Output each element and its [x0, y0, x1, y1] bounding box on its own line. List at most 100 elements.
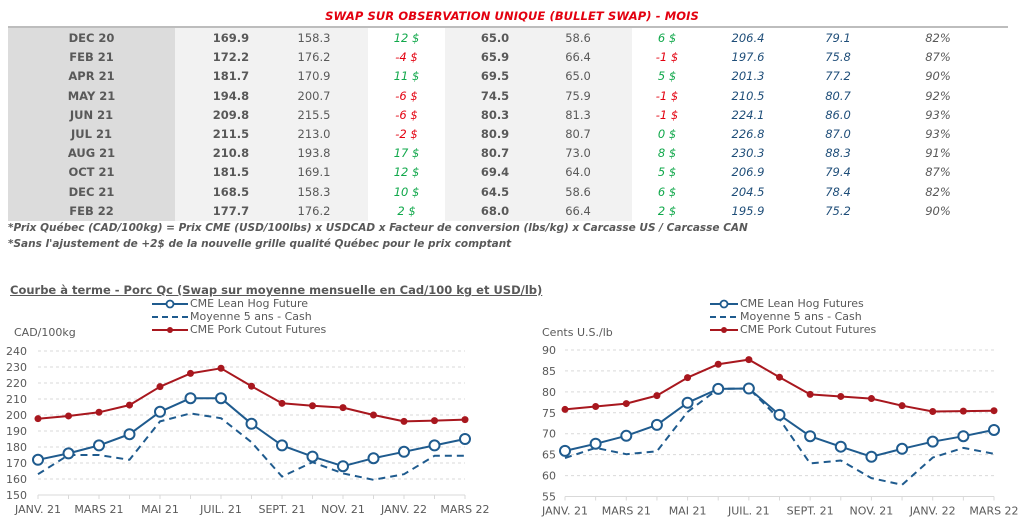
legend-line-filled-dot-icon [152, 327, 188, 333]
cell-c3: 17 $ [393, 146, 420, 161]
data-point-cutout [561, 405, 569, 413]
cell-c2: 170.9 [297, 69, 331, 84]
data-point-lean-hog [834, 440, 847, 453]
cell-c2: 213.0 [297, 127, 331, 141]
data-point-cutout [95, 408, 103, 416]
x-tick-label: NOV. 21 [850, 505, 894, 518]
y-tick-label: 220 [6, 377, 27, 390]
legend-item-cutout: CME Pork Cutout Futures [150, 323, 326, 336]
cell-c5: 80.7 [565, 127, 591, 141]
legend-dashed-line-icon [710, 316, 738, 318]
y-tick-label: 60 [542, 470, 556, 483]
cell-c8: 87.0 [825, 127, 851, 141]
cell-c5: 64.0 [565, 165, 591, 180]
cell-c9: 82% [925, 184, 951, 199]
data-point-lean-hog [398, 445, 410, 458]
usd-column-bg [445, 28, 632, 221]
cell-c3: 2 $ [397, 203, 416, 218]
data-point-lean-hog [32, 453, 44, 466]
data-point-lean-hog [712, 382, 725, 395]
cell-c5: 65.0 [565, 69, 591, 84]
data-point-cutout [745, 356, 753, 364]
data-point-lean-hog [650, 418, 663, 431]
cell-c3: 11 $ [393, 69, 420, 84]
cell-c7: 210.5 [731, 88, 765, 103]
y-tick-label: 200 [6, 409, 27, 422]
cell-c9: 91% [925, 146, 951, 161]
data-point-cutout [65, 412, 72, 420]
legend-item-cutout: CME Pork Cutout Futures [708, 323, 876, 336]
cell-c9: 93% [925, 107, 951, 122]
data-point-cutout [929, 408, 937, 416]
cell-c9: 90% [925, 203, 951, 218]
cell-month: AUG 21 [67, 146, 116, 161]
table-row: JUL 21 211.5 213.0 -2 $ 80.9 80.7 0 $ 226.8 87.0… [8, 125, 1008, 144]
data-point-cutout [187, 369, 194, 377]
legend-label: CME Pork Cutout Futures [740, 323, 877, 336]
chart1-plot: 150 160 170 180 190 200 210 220 230 240 JANV. 21 MA… [6, 345, 490, 516]
cell-c3: -4 $ [395, 50, 418, 65]
cell-c3: -6 $ [395, 107, 418, 122]
x-tick-label: MAI 21 [669, 505, 707, 518]
cell-month: JUN 21 [69, 107, 114, 122]
cell-c8: 79.4 [825, 165, 851, 180]
cell-c1: 209.8 [212, 107, 250, 122]
data-point-lean-hog [184, 392, 197, 405]
data-point-lean-hog [215, 392, 227, 405]
data-point-lean-hog [589, 437, 602, 450]
data-point-cutout [156, 383, 164, 391]
cell-c2: 169.1 [297, 165, 331, 180]
cell-c2: 200.7 [297, 88, 331, 103]
x-tick-label: JUIL. 21 [199, 503, 242, 516]
data-point-cutout [34, 415, 42, 423]
legend-line-open-circle-icon [152, 299, 188, 309]
chart2-y-unit: Cents U.S./lb [542, 326, 613, 339]
cell-c4: 74.5 [480, 88, 510, 103]
cell-c1: 181.5 [212, 165, 250, 180]
series-line-1 [37, 412, 465, 481]
cell-c4: 80.9 [480, 127, 510, 141]
cell-c1: 210.8 [212, 146, 250, 161]
y-tick-label: 65 [542, 449, 556, 462]
cell-c4: 65.0 [480, 31, 510, 45]
y-tick-label: 190 [6, 425, 27, 438]
cell-c7: 197.6 [731, 50, 765, 65]
cell-c5: 58.6 [565, 184, 591, 199]
cell-c8: 75.8 [825, 50, 851, 65]
cell-month: OCT 21 [68, 165, 115, 180]
data-point-lean-hog [865, 450, 878, 463]
table-title: SWAP SUR OBSERVATION UNIQUE (BULLET SWAP… [325, 9, 699, 23]
y-tick-label: 150 [6, 489, 27, 502]
data-point-lean-hog [957, 430, 970, 443]
y-tick-label: 80 [542, 386, 556, 399]
cell-c6: 8 $ [657, 146, 677, 161]
table-row: OCT 21 181.5 169.1 12 $ 69.4 64.0 5 $ 206.9 79.4… [8, 163, 1008, 182]
data-point-lean-hog [773, 408, 786, 421]
chart1-legend: CME Lean Hog Future Moyenne 5 ans - Cash… [150, 297, 326, 336]
cell-c4: 80.3 [480, 107, 510, 122]
data-point-cutout [309, 402, 316, 410]
cell-c3: 10 $ [393, 184, 420, 199]
data-point-cutout [959, 407, 967, 415]
cell-c5: 81.3 [565, 107, 591, 122]
y-tick-label: 240 [6, 345, 27, 358]
cell-c7: 206.9 [731, 165, 765, 180]
data-point-lean-hog [681, 396, 694, 409]
data-point-lean-hog [804, 430, 817, 443]
data-point-cutout [126, 401, 133, 409]
data-point-lean-hog [367, 452, 380, 465]
cell-c1: 211.5 [212, 127, 250, 141]
x-tick-label: MAI 21 [141, 503, 179, 516]
data-point-lean-hog [276, 439, 288, 452]
cell-month: DEC 21 [68, 184, 115, 199]
legend-label: CME Lean Hog Futures [740, 297, 864, 310]
cell-c3: -6 $ [395, 88, 418, 103]
data-point-cutout [653, 392, 661, 400]
data-point-cutout [684, 374, 692, 382]
legend-label: CME Pork Cutout Futures [190, 323, 327, 336]
cell-c2: 215.5 [297, 107, 331, 122]
cell-c7: 226.8 [731, 127, 765, 141]
data-point-cutout [431, 417, 438, 425]
data-point-cutout [592, 403, 600, 411]
cell-c6: -1 $ [655, 50, 679, 65]
